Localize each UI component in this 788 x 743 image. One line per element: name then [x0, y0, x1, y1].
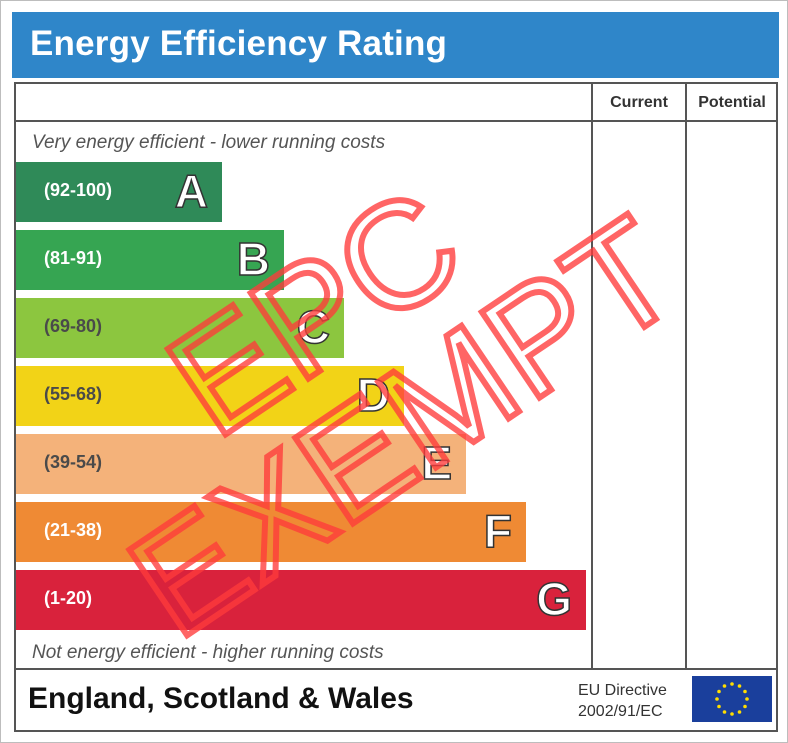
band-letter: G: [535, 572, 572, 626]
eu-star: [717, 689, 721, 694]
band-letter: C: [296, 300, 331, 354]
band-letter: F: [483, 504, 513, 558]
eu-star: [745, 697, 749, 701]
caption-top: Very energy efficient - lower running co…: [32, 132, 386, 153]
eu-star: [722, 684, 727, 688]
band-range-label: (92-100): [44, 180, 113, 200]
eu-directive-line2: 2002/91/EC: [578, 703, 663, 720]
band-letter: E: [421, 436, 453, 490]
footer: England, Scotland & Wales EU Directive 2…: [14, 670, 778, 732]
column-header-potential: Potential: [698, 94, 766, 111]
eu-star: [737, 684, 742, 688]
band-a: (92-100) A: [16, 162, 222, 222]
column-divider-potential: [685, 84, 687, 668]
band-g: (1-20) G: [16, 570, 586, 630]
eu-star: [743, 704, 747, 709]
band-range-label: (1-20): [44, 588, 93, 608]
band-letter: D: [356, 368, 391, 422]
band-e: (39-54) E: [16, 434, 466, 494]
header-bar: Energy Efficiency Rating: [12, 12, 779, 78]
band-range-label: (81-91): [44, 248, 103, 268]
column-divider-current: [591, 84, 593, 668]
header-row-divider: [16, 120, 776, 122]
eu-star: [722, 710, 727, 714]
band-letter: B: [236, 232, 271, 286]
eu-flag-icon: [692, 676, 772, 722]
page-title: Energy Efficiency Rating: [30, 24, 448, 63]
band-range-label: (21-38): [44, 520, 103, 540]
eu-star: [743, 689, 747, 694]
band-letter: A: [174, 164, 209, 218]
rating-table: Current Potential Very energy efficient …: [14, 82, 778, 670]
eu-star: [715, 697, 719, 701]
eu-star: [730, 712, 734, 716]
band-f: (21-38) F: [16, 502, 526, 562]
column-header-current: Current: [610, 94, 668, 111]
band-range-label: (55-68): [44, 384, 103, 404]
band-range-label: (39-54): [44, 452, 103, 472]
band-b: (81-91) B: [16, 230, 284, 290]
eu-directive: EU Directive 2002/91/EC: [578, 680, 667, 722]
eu-star: [730, 682, 734, 686]
band-c: (69-80) C: [16, 298, 344, 358]
eu-star: [737, 710, 742, 714]
band-d: (55-68) D: [16, 366, 404, 426]
eu-directive-line1: EU Directive: [578, 682, 667, 699]
eu-stars-icon: [715, 682, 749, 716]
region-label: England, Scotland & Wales: [28, 682, 414, 715]
band-range-label: (69-80): [44, 316, 103, 336]
caption-bottom: Not energy efficient - higher running co…: [32, 642, 384, 663]
eu-star: [717, 704, 721, 709]
